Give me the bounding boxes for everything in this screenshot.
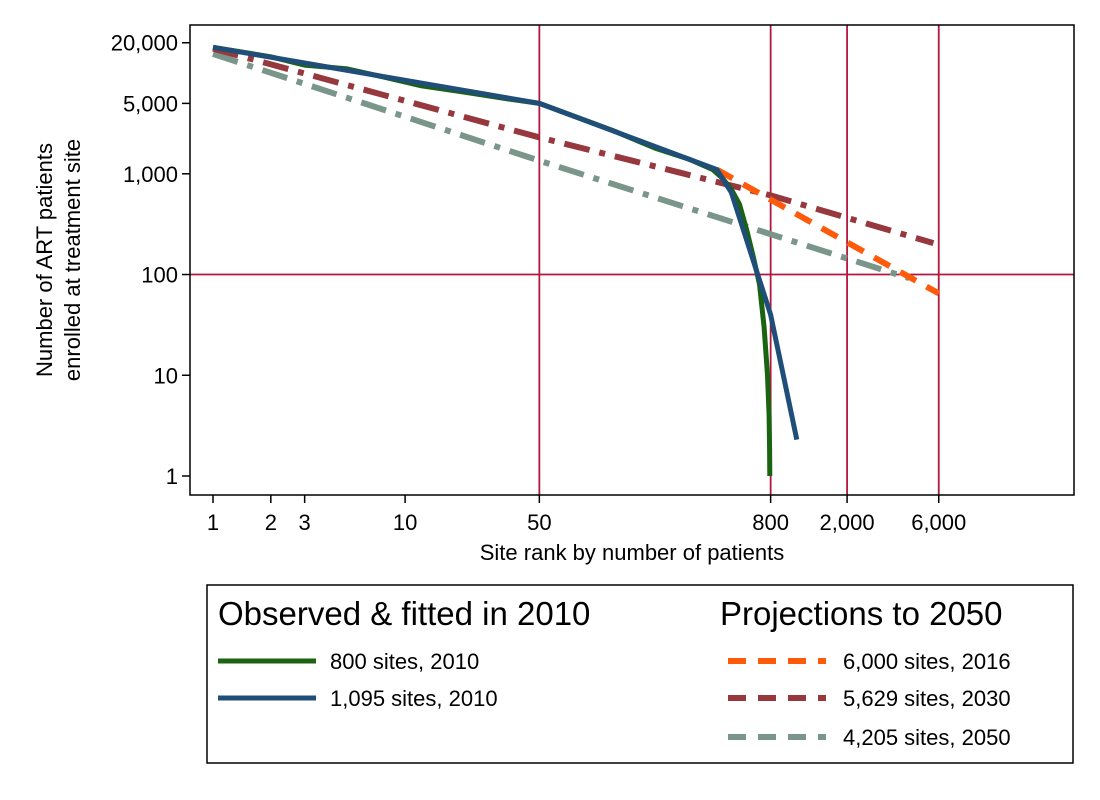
legend-label-2: 6,000 sites, 2016: [843, 649, 1011, 674]
series-line-4: [212, 51, 911, 282]
y-tick-label: 5,000: [123, 91, 178, 116]
y-axis: 1 10 100 1,000 5,000 20,000: [111, 31, 190, 489]
series-line-1: [212, 44, 800, 441]
legend: Observed & fitted in 2010 Projections to…: [206, 584, 1074, 764]
series-line-2: [715, 166, 941, 297]
series-line-3: [212, 45, 935, 246]
plot-area: [189, 24, 1075, 496]
series-line-0: [212, 44, 773, 477]
y-axis-label-line2: enrolled at treatment site: [60, 139, 85, 381]
y-tick-label: 10: [154, 363, 178, 388]
y-tick-label: 100: [141, 263, 178, 288]
x-axis-label: Site rank by number of patients: [480, 540, 785, 565]
y-tick-label: 1: [166, 464, 178, 489]
x-axis: 1 2 3 10 50 800 2,000 6,000: [207, 495, 966, 535]
legend-label-1: 1,095 sites, 2010: [330, 686, 498, 711]
legend-label-0: 800 sites, 2010: [330, 649, 479, 674]
legend-box: [206, 584, 1074, 764]
legend-label-3: 5,629 sites, 2030: [843, 686, 1011, 711]
legend-heading-observed: Observed & fitted in 2010: [218, 595, 590, 632]
x-tick-label: 10: [393, 510, 417, 535]
y-tick-label: 1,000: [123, 162, 178, 187]
series-layer: [212, 44, 941, 477]
legend-heading-projections: Projections to 2050: [720, 595, 1003, 632]
x-tick-label: 2: [265, 510, 277, 535]
x-tick-label: 800: [752, 510, 789, 535]
x-tick-label: 1: [207, 510, 219, 535]
y-tick-label: 20,000: [111, 31, 178, 56]
x-tick-label: 50: [527, 510, 551, 535]
legend-label-4: 4,205 sites, 2050: [843, 725, 1011, 750]
x-tick-label: 6,000: [911, 510, 966, 535]
y-axis-label-line1: Number of ART patients: [32, 143, 57, 377]
x-tick-label: 3: [299, 510, 311, 535]
reference-lines: [190, 25, 1074, 495]
x-tick-label: 2,000: [820, 510, 875, 535]
